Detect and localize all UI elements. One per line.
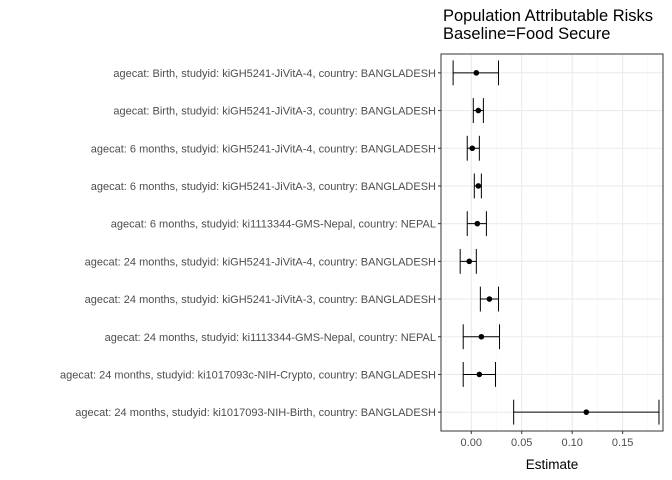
row-label: agecat: 6 months, studyid: kiGH5241-JiVi…	[91, 181, 436, 193]
row-label: agecat: 24 months, studyid: ki1017093c-N…	[60, 369, 436, 381]
x-tick-label: 0.10	[561, 437, 582, 449]
estimate-point	[474, 220, 481, 227]
row-label: agecat: 24 months, studyid: ki1017093-NI…	[75, 407, 436, 419]
row-label: agecat: 24 months, studyid: kiGH5241-JiV…	[85, 256, 436, 268]
error-bars	[452, 60, 660, 425]
estimate-points	[466, 70, 590, 415]
estimate-point	[476, 371, 483, 378]
row-label: agecat: 6 months, studyid: ki1113344-GMS…	[111, 219, 436, 231]
x-axis-ticks: 0.00 0.05 0.10 0.15	[461, 431, 633, 449]
estimate-point	[475, 183, 482, 189]
row-label: agecat: 6 months, studyid: kiGH5241-JiVi…	[91, 143, 436, 155]
row-label: agecat: Birth, studyid: kiGH5241-JiVitA-…	[113, 68, 436, 80]
chart-title-line-1: Population Attributable Risks	[443, 7, 653, 25]
panel-border	[440, 53, 664, 432]
y-axis-ticks	[438, 72, 441, 413]
y-axis-labels: agecat: Birth, studyid: kiGH5241-JiVitA-…	[60, 68, 436, 419]
estimate-point	[486, 296, 493, 302]
x-axis-title: Estimate	[526, 457, 579, 472]
estimate-point	[469, 145, 476, 152]
chart-title-line-2: Baseline=Food Secure	[443, 25, 610, 43]
row-label: agecat: 24 months, studyid: kiGH5241-JiV…	[85, 294, 436, 306]
row-label: agecat: 24 months, studyid: ki1113344-GM…	[105, 332, 436, 344]
x-tick-label: 0.05	[511, 437, 532, 449]
x-tick-label: 0.00	[461, 437, 482, 449]
estimate-point	[478, 333, 485, 340]
estimate-point	[466, 258, 473, 265]
estimate-point	[475, 107, 482, 114]
x-tick-label: 0.15	[612, 437, 633, 449]
estimate-point	[473, 70, 480, 76]
row-label: agecat: Birth, studyid: kiGH5241-JiVitA-…	[113, 106, 436, 118]
estimate-point	[583, 409, 590, 415]
